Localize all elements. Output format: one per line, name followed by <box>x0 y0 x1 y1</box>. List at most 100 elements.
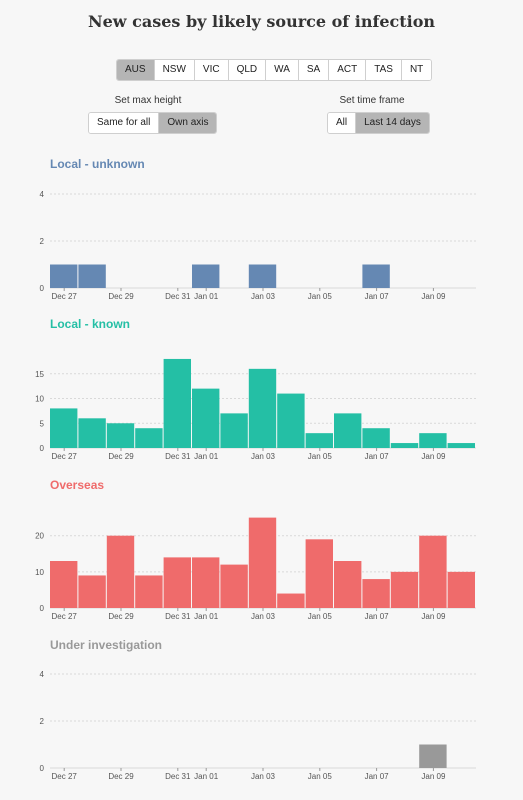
bar-dec-28 <box>78 418 106 448</box>
bar-dec-27 <box>50 561 78 608</box>
x-tick-label: Jan 01 <box>194 772 219 781</box>
x-tick-label: Jan 05 <box>308 772 333 781</box>
bar-jan-09 <box>419 433 447 448</box>
x-tick-label: Dec 29 <box>108 612 134 621</box>
bar-jan-04 <box>277 593 305 608</box>
bar-jan-05 <box>305 539 333 608</box>
chart-under-investigation: 0 2 4 Dec 27 Dec 29 Dec 31 Jan 01 Jan 03 Jan 05 J… <box>40 670 476 781</box>
x-tick-label: Jan 03 <box>251 612 276 621</box>
chart-title-local-known: Local - known <box>50 317 131 331</box>
x-tick-label: Dec 31 <box>165 612 191 621</box>
chart-local-known: 0 5 10 15 Dec 27 Dec 29 Dec 31 Jan 01 Jan 03 Jan … <box>35 358 476 461</box>
bar-jan-09 <box>419 535 447 608</box>
bar-jan-05 <box>305 433 333 448</box>
bar-jan-02 <box>220 413 248 448</box>
page-title: New cases by likely source of infection <box>87 12 436 31</box>
x-tick-label: Jan 03 <box>251 452 276 461</box>
x-tick-label: Jan 05 <box>308 452 333 461</box>
x-tick-label: Dec 27 <box>52 292 78 301</box>
y-tick-label: 4 <box>40 670 45 679</box>
bar-jan-01 <box>192 264 220 288</box>
y-tick-label: 20 <box>35 532 44 541</box>
region-act-button[interactable]: ACT <box>329 60 367 80</box>
time-frame-last-14-days-button[interactable]: Last 14 days <box>356 113 429 133</box>
region-nt-button[interactable]: NT <box>401 60 432 80</box>
bar-jan-07 <box>362 428 390 448</box>
region-tas-button[interactable]: TAS <box>366 60 402 80</box>
time-frame-label: Set time frame <box>339 95 405 106</box>
bar-jan-03 <box>248 368 277 448</box>
y-tick-label: 0 <box>40 284 45 293</box>
bar-jan-08 <box>390 571 419 608</box>
x-tick-label: Dec 27 <box>52 612 78 621</box>
bar-jan-01 <box>192 557 220 608</box>
bar-jan-08 <box>390 443 419 448</box>
region-aus-button[interactable]: AUS <box>117 60 155 80</box>
x-tick-label: Jan 03 <box>251 292 276 301</box>
bar-dec-31 <box>163 557 191 608</box>
x-tick-label: Jan 09 <box>421 292 446 301</box>
bar-dec-27 <box>50 264 78 288</box>
max-height-label: Set max height <box>114 95 182 106</box>
y-tick-label: 0 <box>40 444 45 453</box>
bar-jan-03 <box>248 517 277 608</box>
chart-overseas: 0 10 20 Dec 27 Dec 29 Dec 31 Jan 01 Jan 03 Jan 0… <box>35 517 476 621</box>
x-tick-label: Dec 31 <box>165 452 191 461</box>
bar-jan-09 <box>419 744 447 768</box>
bar-jan-04 <box>277 393 305 448</box>
region-selector: AUS NSW VIC QLD WA SA ACT TAS NT <box>116 59 433 81</box>
bar-dec-28 <box>78 264 106 288</box>
region-wa-button[interactable]: WA <box>266 60 299 80</box>
bar-jan-10 <box>447 571 475 608</box>
x-tick-label: Jan 07 <box>365 772 390 781</box>
max-height-toggle: Same for all Own axis <box>88 112 218 134</box>
x-tick-label: Jan 03 <box>251 772 276 781</box>
y-tick-label: 10 <box>35 568 44 577</box>
x-tick-label: Jan 01 <box>194 612 219 621</box>
y-tick-label: 15 <box>35 370 44 379</box>
x-tick-label: Jan 01 <box>194 452 219 461</box>
x-tick-label: Jan 05 <box>308 292 333 301</box>
x-tick-label: Dec 29 <box>108 452 134 461</box>
bar-jan-06 <box>334 561 362 608</box>
y-tick-label: 2 <box>40 717 45 726</box>
bar-dec-27 <box>50 408 78 448</box>
bar-dec-30 <box>135 428 163 448</box>
max-height-own-axis-button[interactable]: Own axis <box>159 113 217 133</box>
y-tick-label: 0 <box>40 604 45 613</box>
max-height-same-for-all-button[interactable]: Same for all <box>89 113 160 133</box>
chart-title-under-investigation: Under investigation <box>50 638 163 652</box>
chart-local-unknown: 0 2 4 Dec 27 Dec 29 Dec 31 Jan 01 Jan 03 Jan 05 J… <box>40 190 476 301</box>
x-tick-label: Jan 01 <box>194 292 219 301</box>
region-sa-button[interactable]: SA <box>298 60 330 80</box>
x-tick-label: Dec 27 <box>52 772 78 781</box>
x-tick-label: Jan 05 <box>308 612 333 621</box>
bar-dec-31 <box>163 358 191 448</box>
x-tick-label: Dec 31 <box>165 772 191 781</box>
x-tick-label: Jan 09 <box>421 772 446 781</box>
time-frame-toggle: All Last 14 days <box>327 112 430 134</box>
chart-title-overseas: Overseas <box>50 478 105 492</box>
x-tick-label: Jan 09 <box>421 612 446 621</box>
y-tick-label: 0 <box>40 764 45 773</box>
bar-dec-29 <box>106 535 135 608</box>
bar-jan-07 <box>362 264 390 288</box>
x-tick-label: Dec 27 <box>52 452 78 461</box>
x-tick-label: Dec 29 <box>108 772 134 781</box>
x-tick-label: Dec 29 <box>108 292 134 301</box>
region-nsw-button[interactable]: NSW <box>154 60 195 80</box>
region-qld-button[interactable]: QLD <box>228 60 267 80</box>
region-vic-button[interactable]: VIC <box>194 60 229 80</box>
time-frame-all-button[interactable]: All <box>328 113 357 133</box>
x-tick-label: Jan 07 <box>365 612 390 621</box>
bar-dec-28 <box>78 575 106 608</box>
y-tick-label: 10 <box>35 395 44 404</box>
y-tick-label: 4 <box>40 190 45 199</box>
x-tick-label: Dec 31 <box>165 292 191 301</box>
bar-jan-01 <box>192 388 220 448</box>
bar-jan-03 <box>248 264 277 288</box>
bar-dec-30 <box>135 575 163 608</box>
bar-jan-10 <box>447 443 475 448</box>
bar-jan-06 <box>334 413 362 448</box>
y-tick-label: 2 <box>40 237 45 246</box>
